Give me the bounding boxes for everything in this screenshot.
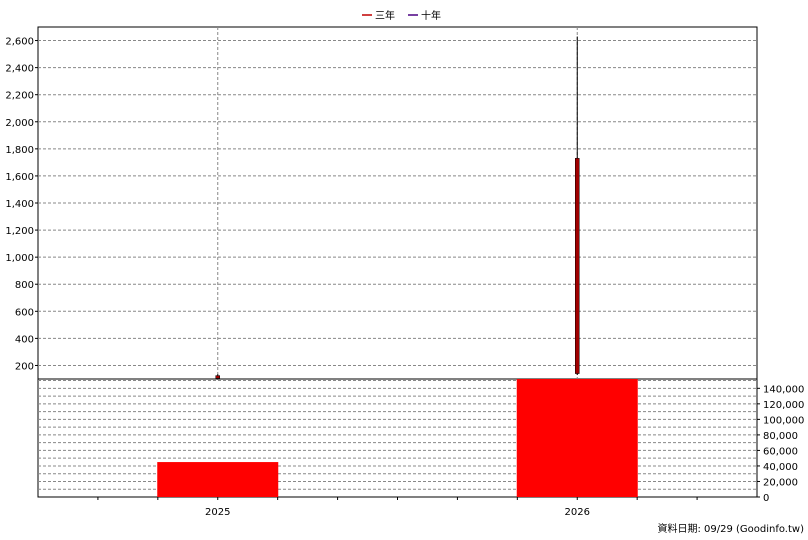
volume-bar-2026	[516, 379, 638, 497]
lower-y-tick-label: 60,000	[763, 446, 798, 457]
price-candles	[215, 36, 580, 380]
footer-date: 資料日期: 09/29 (Goodinfo.tw)	[657, 522, 804, 535]
volume-bars	[157, 379, 638, 497]
upper-y-tick-label: 2,400	[5, 64, 34, 75]
candle-body-2026	[575, 158, 580, 374]
upper-y-tick-label: 1,200	[5, 226, 34, 237]
lower-y-axis: 0 20,000 40,000 60,000 80,000 100,000 120,000 1…	[757, 384, 804, 504]
lower-y-tick-label: 0	[763, 493, 769, 504]
x-tick-label: 2025	[205, 507, 230, 518]
candle-body-2025	[215, 375, 220, 379]
volume-bar-2025	[157, 462, 279, 497]
lower-gridlines	[38, 380, 757, 490]
upper-y-tick-label: 1,000	[5, 253, 34, 264]
lower-y-tick-label: 100,000	[763, 415, 804, 426]
legend-label-10yr: 十年	[421, 9, 441, 22]
legend-label-3yr: 三年	[375, 9, 395, 22]
lower-y-tick-label: 80,000	[763, 431, 798, 442]
lower-y-tick-label: 40,000	[763, 462, 798, 473]
upper-y-tick-label: 800	[15, 280, 34, 291]
upper-y-tick-label: 600	[15, 307, 34, 318]
upper-gridlines	[38, 40, 757, 366]
upper-y-tick-label: 200	[15, 361, 34, 372]
lower-y-tick-label: 20,000	[763, 477, 798, 488]
upper-y-tick-label: 1,400	[5, 199, 34, 210]
upper-y-tick-label: 2,600	[5, 37, 34, 48]
x-tick-label: 2026	[565, 507, 590, 518]
lower-y-tick-label: 140,000	[763, 384, 804, 395]
lower-y-tick-label: 120,000	[763, 400, 804, 411]
x-axis: 2025 2026	[97, 497, 698, 518]
upper-y-tick-label: 2,200	[5, 91, 34, 102]
legend: 三年 十年	[362, 9, 441, 22]
upper-y-tick-label: 1,600	[5, 172, 34, 183]
upper-y-tick-label: 2,000	[5, 118, 34, 129]
upper-y-tick-label: 400	[15, 334, 34, 345]
lower-plot-frame	[37, 378, 758, 498]
upper-y-axis: 200 400 600 800 1,000 1,200 1,400 1,600 1,800 2,0…	[5, 37, 38, 372]
upper-y-tick-label: 1,800	[5, 145, 34, 156]
